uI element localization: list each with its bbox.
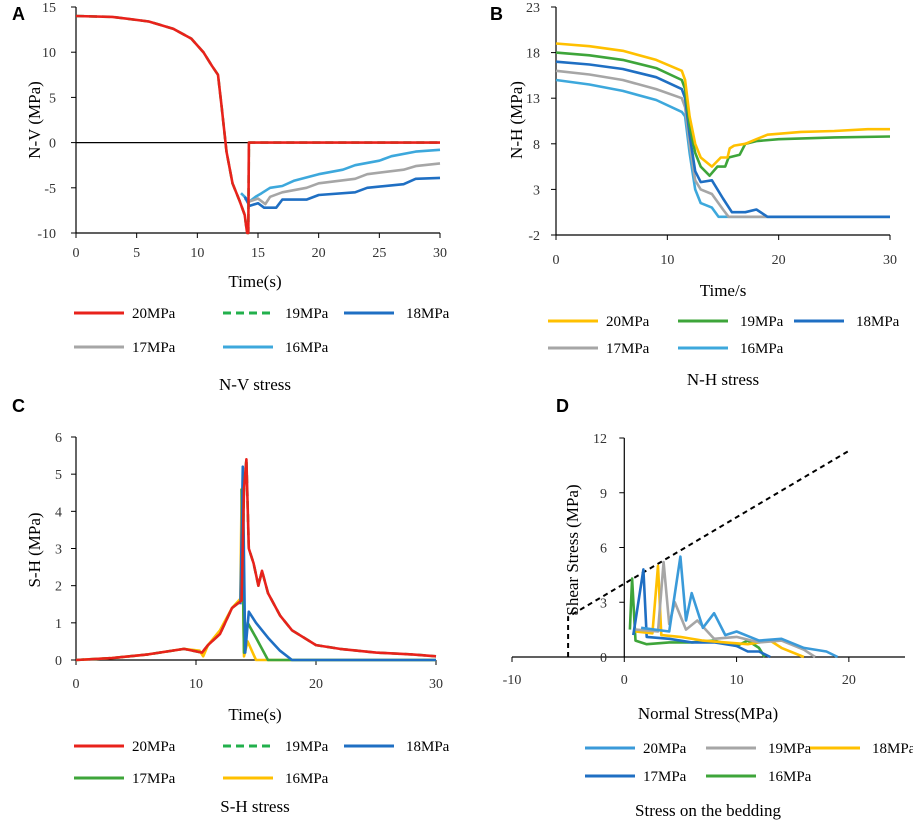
x-tick-label-b-30: 30 bbox=[883, 253, 897, 268]
x-tick-label-a-15: 15 bbox=[251, 246, 265, 261]
y-tick-label-a-10: 10 bbox=[42, 46, 56, 61]
legend-label-c-17MPa: 17MPa bbox=[132, 771, 176, 787]
y-tick-label-a--5: -5 bbox=[44, 182, 56, 197]
y-tick-label-b--2: -2 bbox=[528, 229, 540, 244]
series-line-a-16MPa bbox=[240, 148, 441, 203]
series-line-c-20MPa bbox=[75, 458, 437, 662]
y-tick-label-c-6: 6 bbox=[55, 431, 62, 446]
panel-label-a: A bbox=[12, 4, 25, 24]
caption-c: S-H stress bbox=[220, 797, 289, 816]
x-tick-label-a-25: 25 bbox=[372, 246, 386, 261]
legend-label-d-19MPa: 19MPa bbox=[768, 741, 812, 757]
y-tick-label-d-6: 6 bbox=[600, 542, 607, 557]
x-tick-label-b-0: 0 bbox=[553, 253, 560, 268]
x-tick-label-c-20: 20 bbox=[309, 677, 323, 692]
y-axis-label-c: S-H (MPa) bbox=[25, 512, 44, 587]
series-line-b-17MPa bbox=[555, 69, 890, 219]
y-tick-label-c-1: 1 bbox=[55, 617, 62, 632]
caption-d: Stress on the bedding bbox=[635, 801, 781, 820]
legend-label-b-19MPa: 19MPa bbox=[740, 314, 784, 330]
y-tick-label-b-13: 13 bbox=[526, 92, 540, 107]
caption-a: N-V stress bbox=[219, 375, 291, 394]
legend-label-b-17MPa: 17MPa bbox=[606, 341, 650, 357]
series-line-c-19MPa bbox=[75, 458, 437, 662]
legend-label-d-16MPa: 16MPa bbox=[768, 769, 812, 785]
x-tick-label-c-30: 30 bbox=[429, 677, 443, 692]
x-tick-label-d-0: 0 bbox=[621, 673, 628, 688]
series-line-b-18MPa bbox=[555, 60, 890, 219]
y-tick-label-a-5: 5 bbox=[49, 91, 56, 106]
series-line-a-18MPa bbox=[243, 176, 441, 209]
y-tick-label-c-4: 4 bbox=[55, 505, 62, 520]
y-tick-label-c-5: 5 bbox=[55, 468, 62, 483]
legend-label-a-19MPa: 19MPa bbox=[285, 306, 329, 322]
x-tick-label-c-10: 10 bbox=[189, 677, 203, 692]
y-tick-label-d-3: 3 bbox=[600, 596, 607, 611]
series-line-b-20MPa bbox=[555, 42, 890, 168]
x-tick-label-c-0: 0 bbox=[73, 677, 80, 692]
series-line-d-18MPa bbox=[635, 564, 805, 659]
x-tick-label-b-10: 10 bbox=[660, 253, 674, 268]
caption-b: N-H stress bbox=[687, 370, 759, 389]
legend-label-a-20MPa: 20MPa bbox=[132, 306, 176, 322]
series-line-c-17MPa bbox=[240, 488, 436, 662]
series-line-b-19MPa bbox=[555, 51, 891, 177]
x-tick-label-a-0: 0 bbox=[73, 246, 80, 261]
legend-label-a-18MPa: 18MPa bbox=[406, 306, 450, 322]
x-axis-label-a: Time(s) bbox=[228, 272, 281, 291]
series-line-c-18MPa bbox=[239, 465, 436, 662]
y-tick-label-a-15: 15 bbox=[42, 1, 56, 16]
legend-label-c-19MPa: 19MPa bbox=[285, 739, 329, 755]
x-tick-label-a-30: 30 bbox=[433, 246, 447, 261]
y-tick-label-d-12: 12 bbox=[593, 432, 607, 447]
legend-label-d-18MPa: 18MPa bbox=[872, 741, 913, 757]
failure-envelope-d bbox=[567, 449, 850, 657]
y-tick-label-a--10: -10 bbox=[37, 227, 56, 242]
x-axis-label-b: Time/s bbox=[700, 281, 747, 300]
y-tick-label-b-3: 3 bbox=[533, 183, 540, 198]
series-line-a-17MPa bbox=[244, 162, 441, 206]
y-tick-label-a-0: 0 bbox=[49, 137, 56, 152]
legend-label-b-18MPa: 18MPa bbox=[856, 314, 900, 330]
legend-label-d-20MPa: 20MPa bbox=[643, 741, 687, 757]
x-tick-label-a-5: 5 bbox=[133, 246, 140, 261]
legend-label-d-17MPa: 17MPa bbox=[643, 769, 687, 785]
legend-label-b-20MPa: 20MPa bbox=[606, 314, 650, 330]
y-tick-label-b-23: 23 bbox=[526, 1, 540, 16]
x-tick-label-d-10: 10 bbox=[730, 673, 744, 688]
y-tick-label-d-9: 9 bbox=[600, 487, 607, 502]
series-line-a-20MPa bbox=[75, 14, 440, 235]
panel-label-b: B bbox=[490, 4, 503, 24]
x-tick-label-b-20: 20 bbox=[772, 253, 786, 268]
series-line-d-19MPa bbox=[635, 560, 816, 659]
y-axis-label-b: N-H (MPa) bbox=[507, 81, 526, 159]
y-axis-label-a: N-V (MPa) bbox=[25, 81, 44, 159]
x-tick-label-d-20: 20 bbox=[842, 673, 856, 688]
y-tick-label-c-0: 0 bbox=[55, 654, 62, 669]
y-tick-label-c-3: 3 bbox=[55, 543, 62, 558]
series-line-d-17MPa bbox=[632, 568, 771, 659]
legend-label-a-17MPa: 17MPa bbox=[132, 340, 176, 356]
y-axis-label-d: Shear Stress (MPa) bbox=[563, 484, 582, 615]
y-tick-label-c-2: 2 bbox=[55, 580, 62, 595]
legend-label-c-16MPa: 16MPa bbox=[285, 771, 329, 787]
legend-label-a-16MPa: 16MPa bbox=[285, 340, 329, 356]
x-axis-label-d: Normal Stress(MPa) bbox=[638, 704, 778, 723]
legend-label-b-16MPa: 16MPa bbox=[740, 341, 784, 357]
x-tick-label-a-10: 10 bbox=[190, 246, 204, 261]
legend-label-c-20MPa: 20MPa bbox=[132, 739, 176, 755]
y-tick-label-b-8: 8 bbox=[533, 138, 540, 153]
panel-label-c: C bbox=[12, 396, 25, 416]
legend-label-c-18MPa: 18MPa bbox=[406, 739, 450, 755]
x-tick-label-a-20: 20 bbox=[312, 246, 326, 261]
x-tick-label-d--10: -10 bbox=[503, 673, 522, 688]
y-tick-label-d-0: 0 bbox=[600, 651, 607, 666]
series-line-d-20MPa bbox=[640, 555, 839, 659]
panel-label-d: D bbox=[556, 396, 569, 416]
series-line-a-19MPa bbox=[75, 14, 440, 235]
x-axis-label-c: Time(s) bbox=[228, 705, 281, 724]
y-tick-label-b-18: 18 bbox=[526, 47, 540, 62]
